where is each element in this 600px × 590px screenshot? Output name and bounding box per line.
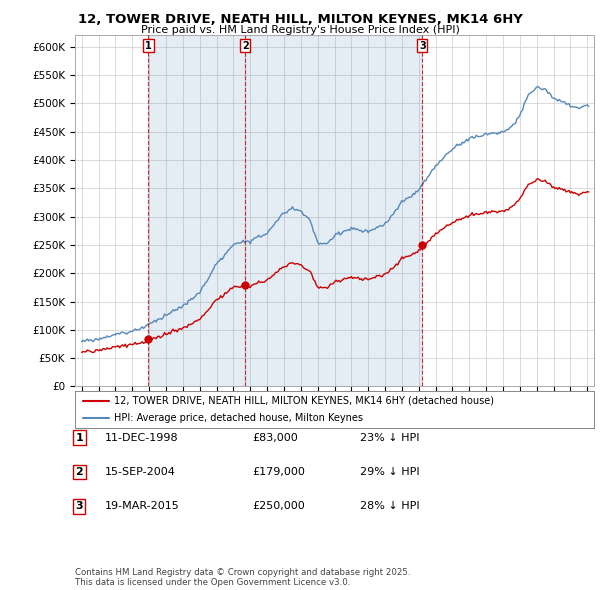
Text: 11-DEC-1998: 11-DEC-1998 [105,433,179,442]
Text: 2: 2 [242,41,249,51]
Text: 12, TOWER DRIVE, NEATH HILL, MILTON KEYNES, MK14 6HY (detached house): 12, TOWER DRIVE, NEATH HILL, MILTON KEYN… [114,396,494,406]
Text: 3: 3 [419,41,425,51]
Text: 15-SEP-2004: 15-SEP-2004 [105,467,176,477]
Text: 1: 1 [76,433,83,442]
Text: HPI: Average price, detached house, Milton Keynes: HPI: Average price, detached house, Milt… [114,413,363,423]
Text: Price paid vs. HM Land Registry's House Price Index (HPI): Price paid vs. HM Land Registry's House … [140,25,460,35]
Text: 29% ↓ HPI: 29% ↓ HPI [360,467,419,477]
Text: 1: 1 [145,41,152,51]
Text: 3: 3 [76,502,83,511]
Text: £83,000: £83,000 [252,433,298,442]
Text: 2: 2 [76,467,83,477]
Text: 28% ↓ HPI: 28% ↓ HPI [360,502,419,511]
Bar [245,35,422,386]
Text: £179,000: £179,000 [252,467,305,477]
Text: £250,000: £250,000 [252,502,305,511]
Text: 12, TOWER DRIVE, NEATH HILL, MILTON KEYNES, MK14 6HY: 12, TOWER DRIVE, NEATH HILL, MILTON KEYN… [77,13,523,26]
Text: 19-MAR-2015: 19-MAR-2015 [105,502,180,511]
Bar [148,35,245,386]
Text: Contains HM Land Registry data © Crown copyright and database right 2025.
This d: Contains HM Land Registry data © Crown c… [75,568,410,587]
Text: 23% ↓ HPI: 23% ↓ HPI [360,433,419,442]
